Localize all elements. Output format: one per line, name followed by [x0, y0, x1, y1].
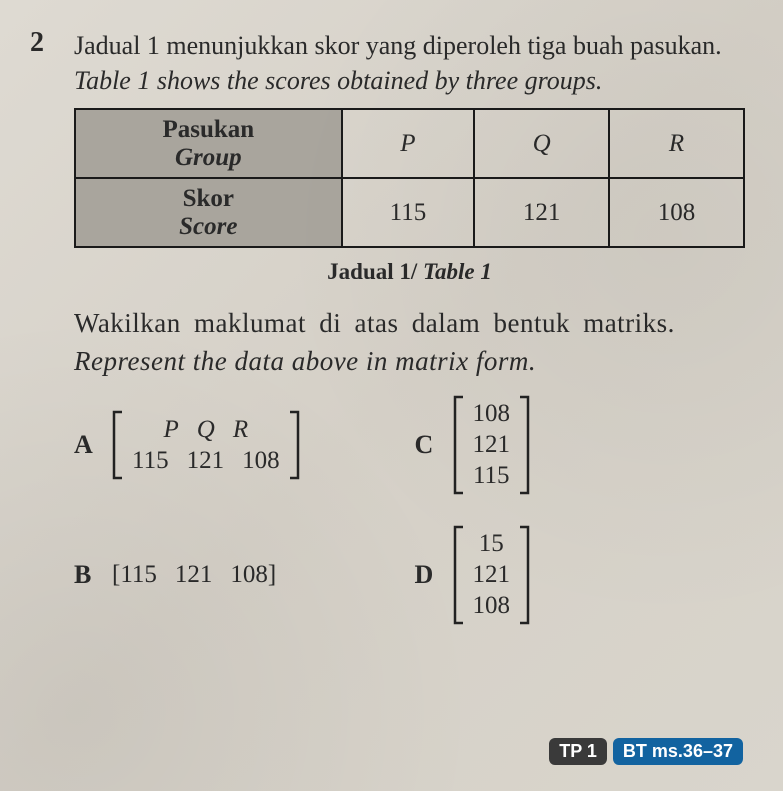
cell: 108] [230, 559, 276, 590]
matrix-row: 115 121 108 [132, 445, 280, 476]
question-text-en: Table 1 shows the scores obtained by thr… [74, 63, 745, 98]
table-header-label: Pasukan Group [75, 109, 342, 178]
left-bracket-icon [453, 395, 465, 495]
cell: 108 [242, 445, 280, 476]
table-row-label: Skor Score [75, 178, 342, 247]
header-my: Pasukan [162, 116, 254, 143]
rowlabel-en: Score [84, 213, 333, 241]
header-en: Group [84, 144, 333, 172]
cell: 108 [473, 398, 511, 429]
val-p: 115 [342, 178, 475, 247]
question-number: 2 [30, 28, 54, 59]
cell: 121 [175, 559, 213, 590]
col-p: P [342, 109, 475, 178]
table-row: Pasukan Group P Q R [75, 109, 744, 178]
option-d: D 15 121 108 [415, 525, 746, 625]
option-label-d: D [415, 557, 439, 592]
option-b: B [115 121 108] [74, 525, 405, 625]
val-r: 108 [609, 178, 744, 247]
question-text-my: Jadual 1 menunjukkan skor yang diperoleh… [74, 28, 745, 63]
cell: [115 [112, 559, 157, 590]
caption-bold: Jadual 1/ [327, 259, 417, 284]
matrix-row: [115 121 108] [112, 559, 276, 590]
options-grid: A P Q R 115 121 108 [74, 395, 745, 625]
cell: P [163, 414, 178, 445]
val-q: 121 [474, 178, 609, 247]
right-bracket-icon [518, 395, 530, 495]
col-q: Q [474, 109, 609, 178]
page: 2 Jadual 1 menunjukkan skor yang diperol… [0, 0, 783, 791]
matrix-body: 108 121 115 [465, 396, 519, 494]
option-c: C 108 121 115 [415, 395, 746, 495]
prompt-en: Represent the data above in matrix form. [74, 343, 745, 381]
matrix-row: P Q R [132, 414, 280, 445]
matrix-body: 15 121 108 [465, 526, 519, 624]
right-bracket-icon [288, 410, 300, 480]
col-r: R [609, 109, 744, 178]
score-table: Pasukan Group P Q R Skor Score 115 121 1… [74, 108, 745, 248]
matrix-d: 15 121 108 [453, 525, 531, 625]
cell: 115 [132, 445, 169, 476]
matrix-c: 108 121 115 [453, 395, 531, 495]
cell: 121 [187, 445, 225, 476]
cell: 115 [473, 460, 511, 491]
cell: 108 [473, 590, 511, 621]
cell: 121 [473, 559, 511, 590]
reference-badges: TP 1 BT ms.36–37 [549, 738, 743, 765]
rowlabel-my: Skor [183, 185, 234, 212]
question-row: 2 Jadual 1 menunjukkan skor yang diperol… [30, 28, 745, 625]
matrix-b: [115 121 108] [112, 559, 276, 590]
matrix-body: P Q R 115 121 108 [124, 412, 288, 479]
cell: 121 [473, 429, 511, 460]
table-row: Skor Score 115 121 108 [75, 178, 744, 247]
matrix-a: P Q R 115 121 108 [112, 410, 300, 480]
caption-italic: Table 1 [417, 259, 492, 284]
option-a: A P Q R 115 121 108 [74, 395, 405, 495]
bt-badge: BT ms.36–37 [613, 738, 743, 765]
cell: Q [197, 414, 215, 445]
left-bracket-icon [112, 410, 124, 480]
tp-badge: TP 1 [549, 738, 607, 765]
option-label-c: C [415, 427, 439, 462]
right-bracket-icon [518, 525, 530, 625]
left-bracket-icon [453, 525, 465, 625]
cell: R [233, 414, 248, 445]
prompt-my: Wakilkan maklumat di atas dalam bentuk m… [74, 305, 745, 343]
table-caption: Jadual 1/ Table 1 [74, 256, 745, 287]
question-body: Jadual 1 menunjukkan skor yang diperoleh… [74, 28, 745, 625]
option-label-a: A [74, 427, 98, 462]
cell: 15 [473, 528, 511, 559]
option-label-b: B [74, 557, 98, 592]
